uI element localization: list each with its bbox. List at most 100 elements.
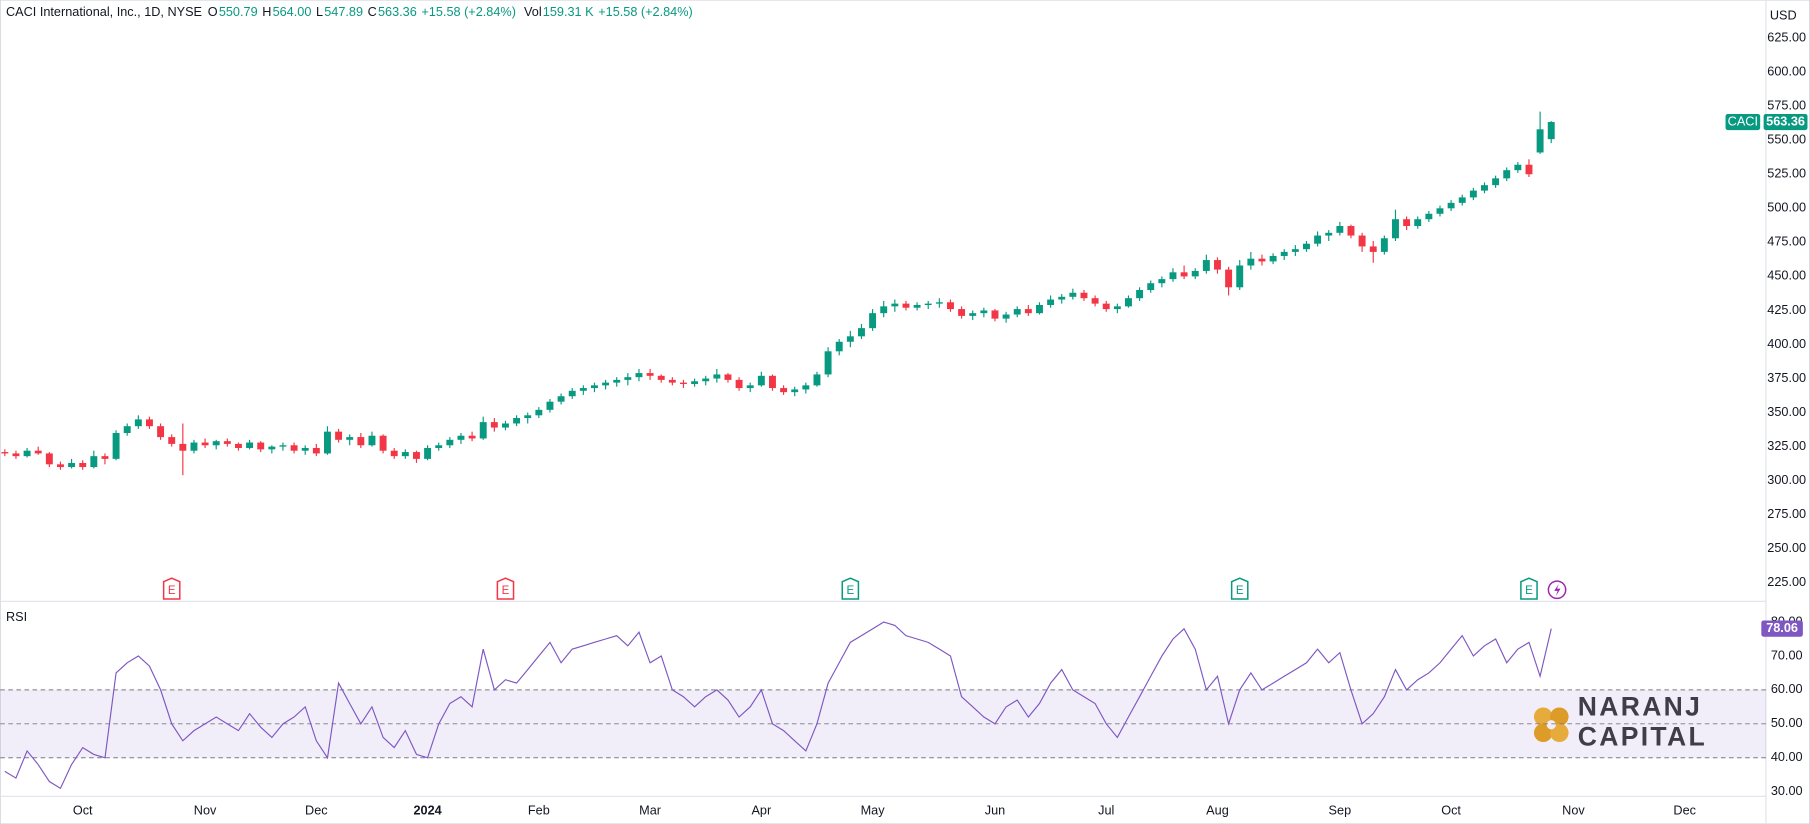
candle-body: [1258, 258, 1266, 262]
y-tick-label: 275.00: [1767, 507, 1806, 521]
y-tick-label: 250.00: [1767, 541, 1806, 555]
candle-body: [468, 435, 476, 439]
candle-body: [34, 450, 42, 454]
candle-body: [234, 443, 242, 448]
candle-body: [646, 373, 654, 376]
candle-body: [891, 303, 899, 307]
candle-body: [1058, 296, 1066, 300]
x-tick-label: Apr: [751, 804, 772, 818]
candle-body: [757, 375, 765, 386]
x-tick-label: Jun: [985, 804, 1005, 818]
candle-body: [702, 378, 710, 382]
candle-body: [791, 389, 799, 393]
y-tick-label: 550.00: [1767, 133, 1806, 147]
candle-body: [691, 381, 699, 384]
candle-body: [1113, 306, 1121, 310]
earnings-label: E: [168, 585, 176, 597]
rsi-tick-label: 70.00: [1771, 648, 1803, 662]
candle-body: [735, 379, 743, 389]
candle-body: [1202, 260, 1210, 271]
rsi-title: RSI: [6, 610, 27, 624]
candle-body: [179, 443, 187, 451]
candle-body: [1102, 303, 1110, 310]
candle-body: [1369, 246, 1377, 252]
earnings-badge: [1230, 577, 1249, 600]
candle-body: [1325, 232, 1333, 236]
y-tick-label: 425.00: [1767, 303, 1806, 317]
rsi-tick-label: 50.00: [1771, 716, 1803, 730]
candle-body: [479, 422, 487, 439]
candle-body: [546, 401, 554, 410]
currency: USD: [1770, 9, 1797, 23]
candle-body: [368, 435, 376, 446]
candle-body: [524, 415, 532, 419]
candle-body: [1036, 304, 1043, 314]
candle-body: [591, 385, 598, 389]
earnings-event: E: [496, 577, 515, 600]
x-tick-label: Nov: [194, 804, 217, 818]
candle-body: [56, 464, 64, 468]
candle-body: [379, 435, 387, 451]
candle-body: [913, 304, 921, 308]
candle-body: [1536, 129, 1544, 153]
candle-body: [1147, 283, 1155, 291]
candle-body: [123, 426, 131, 434]
candle-body: [79, 462, 87, 468]
candle-body: [101, 456, 109, 459]
rsi-tick-label: 60.00: [1771, 682, 1803, 696]
candle-body: [635, 373, 643, 378]
candle-body: [424, 447, 432, 459]
candle-body: [1247, 258, 1255, 266]
candle-body: [1492, 178, 1500, 186]
candle-body: [246, 442, 254, 448]
candle-body: [45, 453, 53, 465]
rsi-tick-label: 30.00: [1771, 784, 1803, 798]
candle-body: [357, 437, 365, 446]
candle-body: [1080, 292, 1088, 299]
earnings-badge: [162, 577, 181, 600]
candle-body: [490, 422, 498, 428]
candle-body: [980, 310, 988, 314]
candle-body: [902, 303, 910, 308]
candle-body: [446, 439, 454, 446]
candle-body: [680, 382, 687, 384]
y-tick-label: 375.00: [1767, 371, 1806, 385]
candle-body: [212, 441, 220, 446]
candle-body: [157, 426, 165, 438]
earnings-event: E: [162, 577, 181, 600]
candle-body: [1225, 269, 1233, 288]
candle-body: [301, 447, 309, 451]
candle-body: [1458, 197, 1466, 203]
candle-body: [1091, 298, 1099, 304]
volume-change: +15.58 (+2.84%): [598, 5, 693, 19]
candle-body: [1013, 309, 1021, 315]
candle-body: [1403, 219, 1411, 227]
x-tick-label: 2024: [413, 804, 441, 818]
x-tick-label: Sep: [1329, 804, 1352, 818]
candle-body: [813, 374, 821, 386]
candle-body: [579, 388, 587, 391]
ohlc-value: 563.36: [378, 5, 417, 19]
candle-body: [346, 437, 354, 440]
x-tick-label: Oct: [73, 804, 93, 818]
earnings-event: E: [1230, 577, 1249, 600]
candle-body: [335, 431, 343, 440]
ohlc-value: 550.79: [219, 5, 258, 19]
candle-body: [168, 437, 176, 444]
last-price-bg: [1763, 113, 1808, 131]
candle-body: [1380, 238, 1388, 252]
earnings-label: E: [1236, 585, 1244, 597]
candle-body: [1069, 292, 1077, 297]
candle-body: [1358, 235, 1366, 247]
candle-body: [1503, 170, 1511, 179]
volume-value: 159.31 K: [543, 5, 594, 19]
earnings-badge: [496, 577, 515, 600]
ohlc-label: L: [316, 5, 323, 19]
candle-body: [1191, 270, 1199, 277]
earnings-lightning: [1547, 580, 1567, 600]
candle-body: [279, 445, 287, 447]
y-tick-label: 300.00: [1767, 473, 1806, 487]
